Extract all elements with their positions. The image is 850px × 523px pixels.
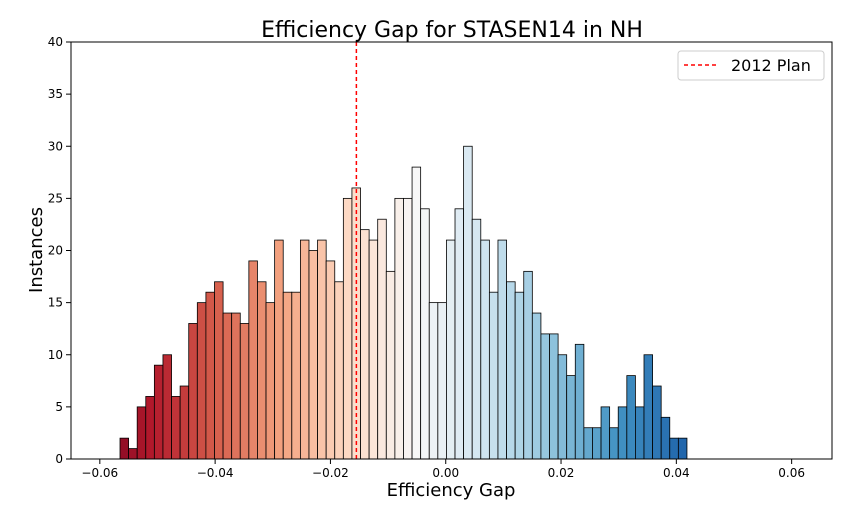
histogram-bar <box>248 260 258 460</box>
histogram-bar <box>660 416 671 460</box>
histogram-bar <box>677 437 688 460</box>
y-tick-label: 40 <box>48 35 63 49</box>
legend: 2012 Plan <box>677 50 825 81</box>
chart-title: Efficiency Gap for STASEN14 in NH <box>261 18 643 43</box>
legend-entry-2012-plan: 2012 Plan <box>731 56 811 75</box>
histogram-bar <box>446 239 456 460</box>
histogram-bar <box>188 323 198 460</box>
histogram-bar <box>428 302 439 460</box>
histogram-bar <box>617 406 628 460</box>
y-tick-label: 35 <box>48 87 63 101</box>
histogram-bar <box>514 291 525 460</box>
histogram-bar <box>196 302 207 460</box>
x-tick-label: −0.02 <box>312 466 349 480</box>
y-axis-ticks: 0 5 10 15 20 25 30 35 40 <box>48 35 71 466</box>
histogram-bar <box>179 385 190 460</box>
x-tick-label: −0.04 <box>197 466 234 480</box>
x-tick-label: −0.06 <box>81 466 118 480</box>
histogram-bar <box>420 208 430 460</box>
x-tick-label: 0.02 <box>548 466 575 480</box>
histogram-bar <box>128 448 138 460</box>
y-tick-label: 15 <box>48 296 63 310</box>
x-tick-label: 0.00 <box>432 466 459 480</box>
y-axis-label: Instances <box>26 207 47 293</box>
histogram-bar <box>480 239 490 460</box>
histogram-bar <box>411 166 422 460</box>
histogram-bar <box>342 197 353 460</box>
histogram-bar <box>574 343 585 460</box>
x-axis-label: Efficiency Gap <box>387 480 516 501</box>
histogram-bar <box>437 302 447 460</box>
histogram-bars <box>119 145 688 460</box>
y-tick-label: 25 <box>48 191 63 205</box>
x-axis-ticks: −0.06 −0.04 −0.02 0.00 0.02 0.04 0.06 <box>81 459 805 480</box>
histogram-bar <box>334 281 344 460</box>
histogram-bar <box>222 312 233 460</box>
histogram-bar <box>583 427 593 460</box>
y-tick-label: 30 <box>48 139 63 153</box>
histogram-bar <box>119 437 129 460</box>
histogram-bar <box>463 145 473 460</box>
histogram-bar <box>669 437 679 460</box>
x-tick-label: 0.04 <box>663 466 690 480</box>
histogram-bar <box>291 291 301 460</box>
histogram-bar <box>394 197 404 460</box>
histogram-bar <box>136 406 147 460</box>
y-tick-label: 0 <box>55 452 63 466</box>
histogram-bar <box>308 250 318 460</box>
histogram-bar <box>162 354 172 460</box>
histogram-bar <box>205 291 215 460</box>
histogram-bar <box>368 239 379 460</box>
histogram-bar <box>523 270 533 460</box>
histogram-bar <box>214 281 224 460</box>
histogram-bar <box>549 333 559 460</box>
histogram-bar <box>265 302 276 460</box>
histogram-bar <box>540 333 550 460</box>
histogram-bar <box>531 312 542 460</box>
histogram-bar <box>652 385 662 460</box>
histogram-bar <box>299 239 310 460</box>
histogram-bar <box>257 281 267 460</box>
histogram-bar <box>171 396 181 460</box>
histogram-bar <box>239 323 250 460</box>
legend-box <box>677 50 825 81</box>
y-tick-label: 10 <box>48 348 63 362</box>
histogram-bar <box>600 406 611 460</box>
y-tick-label: 20 <box>48 244 63 258</box>
histogram-bar <box>385 270 396 460</box>
histogram-bar <box>609 427 619 460</box>
histogram-bar <box>506 281 516 460</box>
histogram-bar <box>592 427 602 460</box>
histogram-bar <box>557 354 568 460</box>
histogram-bar <box>403 197 413 460</box>
histogram-bar <box>566 375 576 460</box>
histogram-bar <box>471 218 482 460</box>
histogram-bar <box>643 354 653 460</box>
histogram-bar <box>274 239 284 460</box>
histogram-bar <box>325 260 336 460</box>
histogram-bar <box>231 312 241 460</box>
histogram-bar <box>454 208 465 460</box>
histogram-bar <box>626 375 636 460</box>
histogram-bar <box>488 291 499 460</box>
histogram-bar <box>145 396 155 460</box>
histogram-bar <box>153 364 164 460</box>
histogram-bar <box>377 218 387 460</box>
histogram-bar <box>360 229 370 460</box>
histogram-bar <box>635 406 645 460</box>
x-tick-label: 0.06 <box>778 466 805 480</box>
histogram-bar <box>497 239 507 460</box>
y-tick-label: 5 <box>55 400 63 414</box>
histogram-bar <box>317 239 327 460</box>
histogram-bar <box>282 291 293 460</box>
